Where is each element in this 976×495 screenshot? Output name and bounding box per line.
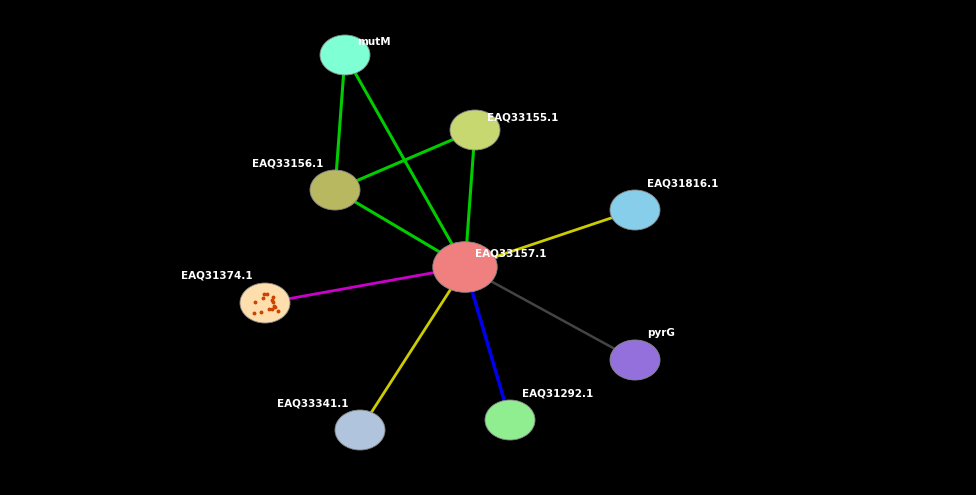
Ellipse shape [335,410,385,450]
Text: EAQ33157.1: EAQ33157.1 [475,249,547,259]
Text: mutM: mutM [357,37,390,47]
Ellipse shape [310,170,360,210]
Ellipse shape [240,283,290,323]
Text: EAQ33341.1: EAQ33341.1 [276,398,348,408]
Text: EAQ33155.1: EAQ33155.1 [487,112,558,122]
Ellipse shape [320,35,370,75]
Ellipse shape [432,242,497,293]
Ellipse shape [450,110,500,150]
Ellipse shape [485,400,535,440]
Text: EAQ31292.1: EAQ31292.1 [522,388,593,398]
Ellipse shape [610,190,660,230]
Text: EAQ31374.1: EAQ31374.1 [182,271,253,281]
Text: EAQ31816.1: EAQ31816.1 [647,178,718,188]
Text: pyrG: pyrG [647,328,674,338]
Ellipse shape [610,340,660,380]
Text: EAQ33156.1: EAQ33156.1 [252,158,323,168]
